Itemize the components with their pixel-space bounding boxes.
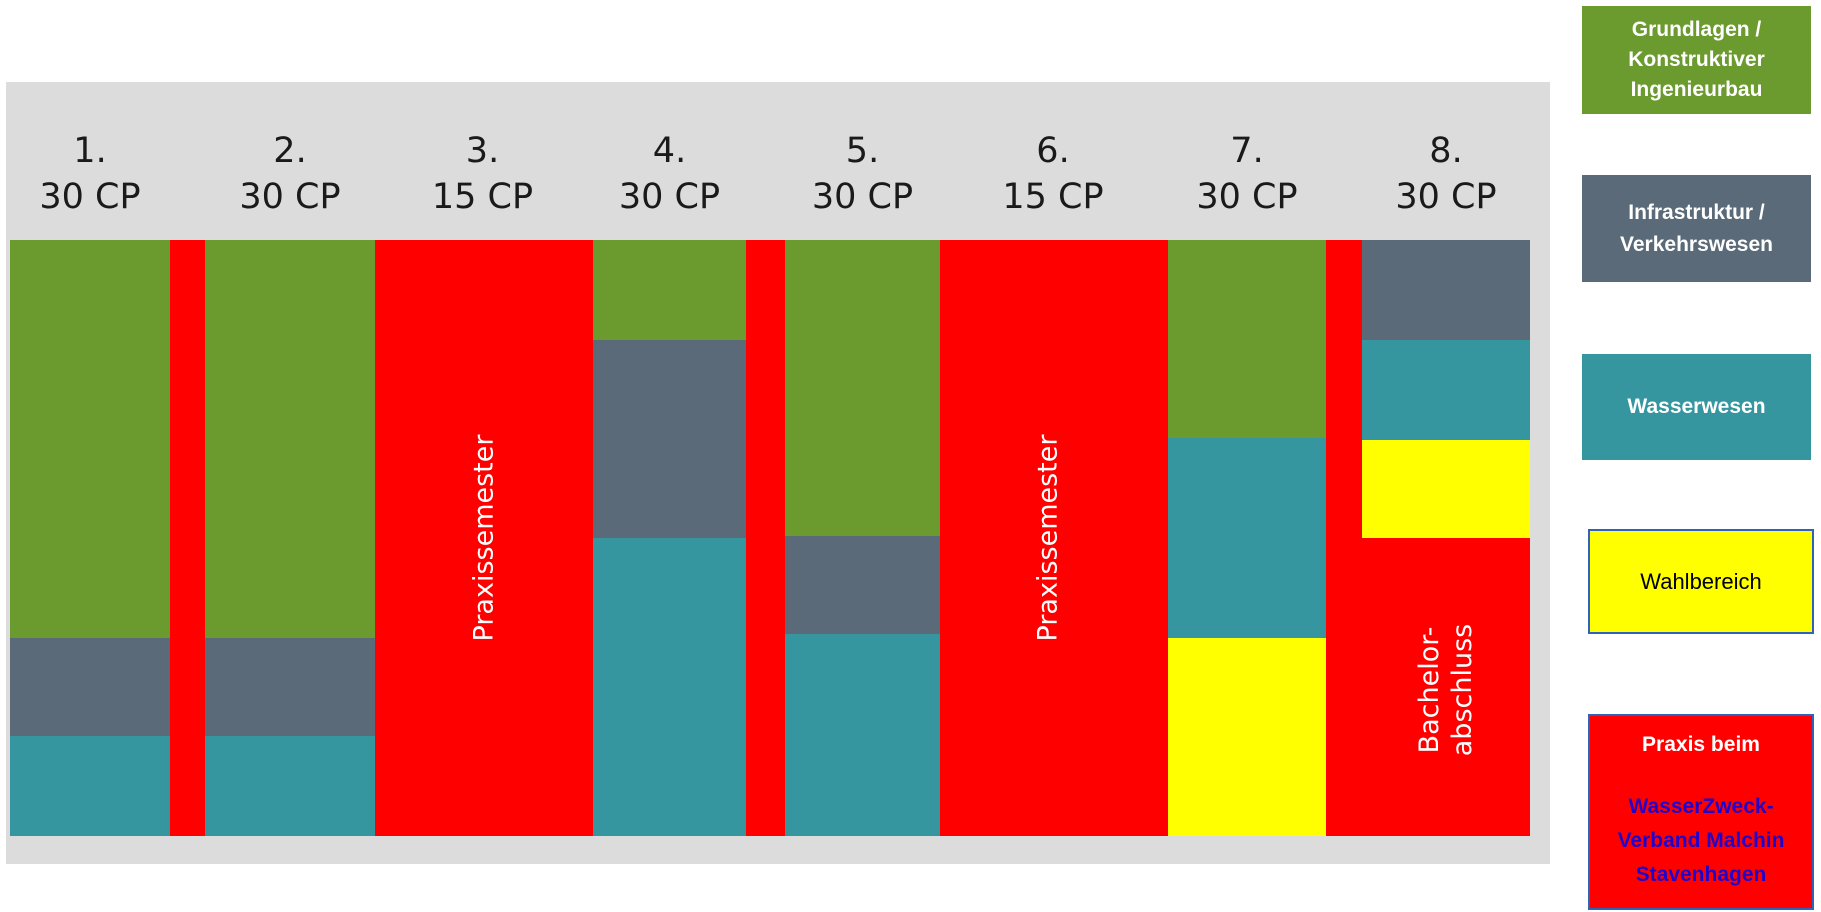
module-block-infrastruktur: [785, 536, 940, 634]
semester-number: 3.: [465, 131, 500, 171]
module-block-wasserwesen: [593, 538, 746, 836]
legend-praxis-title: Praxis beim: [1642, 733, 1760, 756]
praxissemester-block: [375, 240, 593, 836]
semester-header-3: 3. 15 CP: [375, 128, 590, 220]
module-block-wasserwesen: [10, 736, 170, 836]
module-block-grundlagen: [785, 240, 940, 536]
legend-org-text: Verband Malchin: [1617, 829, 1785, 852]
module-block-wasserwesen: [205, 736, 375, 836]
bachelorabschluss-label: Bachelor- abschluss: [1413, 624, 1479, 756]
semester-number: 6.: [1036, 131, 1070, 171]
praxis-strip: [170, 240, 205, 836]
semester-header-4: 4. 30 CP: [593, 128, 746, 220]
legend-text: Wahlbereich: [1640, 568, 1762, 594]
module-block-infrastruktur: [205, 638, 375, 736]
legend-wahlbereich: Wahlbereich: [1588, 529, 1814, 634]
praxissemester-label: Praxissemester: [1032, 434, 1064, 642]
legend-praxis: Praxis beim WasserZweck- Verband Malchin…: [1588, 714, 1814, 910]
semester-number: 4.: [652, 131, 687, 171]
module-block-infrastruktur: [1362, 240, 1530, 340]
semester-credits: 30 CP: [618, 177, 721, 217]
semester-credits: 30 CP: [39, 177, 141, 217]
semester-header-7: 7. 30 CP: [1168, 128, 1326, 220]
praxissemester-block: [940, 240, 1168, 836]
semester-number: 1.: [73, 131, 107, 171]
semester-credits: 30 CP: [811, 177, 914, 217]
semester-header-2: 2. 30 CP: [205, 128, 375, 220]
module-block-grundlagen: [205, 240, 375, 638]
module-block-wasserwesen: [1168, 438, 1326, 638]
bachelor-line-1: Bachelor-: [1414, 626, 1445, 754]
praxis-strip: [746, 240, 785, 836]
module-block-grundlagen: [593, 240, 746, 340]
legend-text: Grundlagen /: [1631, 18, 1762, 41]
module-block-wasserwesen: [785, 634, 940, 836]
legend-text: Konstruktiver: [1628, 48, 1765, 71]
legend-text: Verkehrswesen: [1620, 232, 1773, 256]
semester-credits: 30 CP: [239, 177, 341, 217]
module-block-wahlbereich: [1168, 638, 1326, 836]
module-block-infrastruktur: [593, 340, 746, 538]
legend-text: Ingenieurbau: [1630, 78, 1763, 101]
praxissemester-label: Praxissemester: [468, 434, 500, 642]
legend-text: Wasserwesen: [1627, 395, 1766, 418]
semester-number: 2.: [273, 131, 307, 171]
module-block-infrastruktur: [10, 638, 170, 736]
module-block-grundlagen: [10, 240, 170, 638]
semester-number: 5.: [845, 131, 880, 171]
semester-number: 7.: [1230, 131, 1264, 171]
praxis-strip: [1326, 240, 1362, 836]
semester-header-8: 8. 30 CP: [1362, 128, 1530, 220]
semester-header-6: 6. 15 CP: [940, 128, 1166, 220]
semester-credits: 15 CP: [431, 177, 534, 217]
module-block-wasserwesen: [1362, 340, 1530, 440]
semester-header-5: 5. 30 CP: [785, 128, 940, 220]
legend-grundlagen: Grundlagen / Konstruktiver Ingenieurbau: [1582, 6, 1811, 114]
semester-credits: 30 CP: [1196, 177, 1298, 217]
semester-credits: 15 CP: [1002, 177, 1104, 217]
semester-number: 8.: [1429, 131, 1463, 171]
legend-org-text: Stavenhagen: [1635, 863, 1767, 886]
bachelorabschluss-block: [1362, 538, 1530, 836]
bachelor-line-2: abschluss: [1447, 623, 1478, 757]
semester-header-1: 1. 30 CP: [10, 128, 170, 220]
legend-org-text: WasserZweck-: [1628, 795, 1774, 818]
legend-text: Infrastruktur /: [1628, 200, 1765, 224]
legend-wasserwesen: Wasserwesen: [1582, 354, 1811, 460]
module-block-grundlagen: [1168, 240, 1326, 438]
legend-infrastruktur: Infrastruktur / Verkehrswesen: [1582, 175, 1811, 282]
semester-headers: 1. 30 CP 2. 30 CP 3. 15 CP 4. 30 CP 5. 3…: [0, 0, 1821, 240]
semester-credits: 30 CP: [1395, 177, 1497, 217]
module-block-wahlbereich: [1362, 440, 1530, 538]
